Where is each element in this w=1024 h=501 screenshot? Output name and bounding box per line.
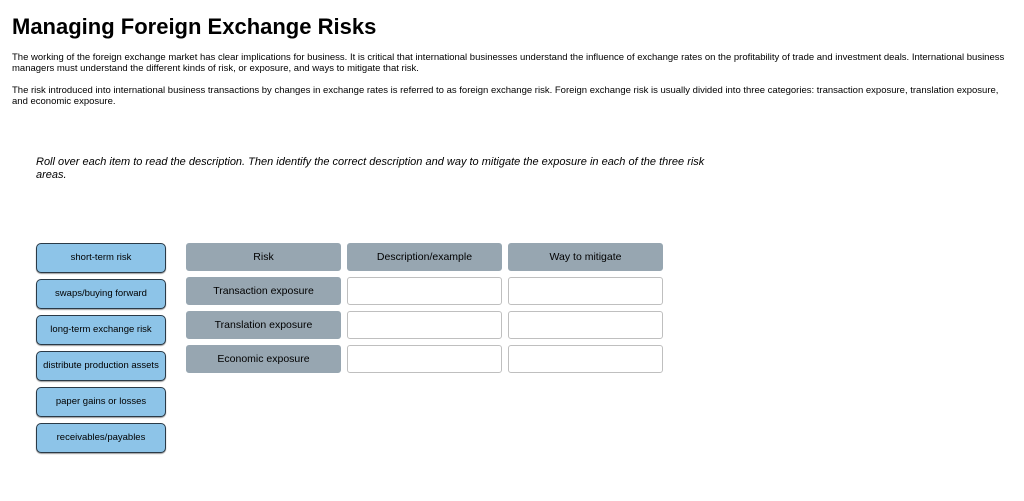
drop-translation-description[interactable] (347, 311, 502, 339)
drag-item-paper-gains-or-losses[interactable]: paper gains or losses (36, 387, 166, 417)
drop-translation-mitigate[interactable] (508, 311, 663, 339)
col-header-description: Description/example (347, 243, 502, 271)
activity-area: short-term risk swaps/buying forward lon… (36, 243, 1012, 453)
table-row: Translation exposure (186, 311, 663, 339)
drag-item-long-term-exchange-risk[interactable]: long-term exchange risk (36, 315, 166, 345)
drag-items-column: short-term risk swaps/buying forward lon… (36, 243, 166, 453)
row-label-transaction: Transaction exposure (186, 277, 341, 305)
page-title: Managing Foreign Exchange Risks (12, 14, 1012, 40)
drop-economic-description[interactable] (347, 345, 502, 373)
intro-paragraph-2: The risk introduced into international b… (12, 85, 1012, 108)
drop-economic-mitigate[interactable] (508, 345, 663, 373)
table-header-row: Risk Description/example Way to mitigate (186, 243, 663, 271)
col-header-risk: Risk (186, 243, 341, 271)
col-header-mitigate: Way to mitigate (508, 243, 663, 271)
drag-item-swaps-buying-forward[interactable]: swaps/buying forward (36, 279, 166, 309)
drag-item-short-term-risk[interactable]: short-term risk (36, 243, 166, 273)
drag-item-receivables-payables[interactable]: receivables/payables (36, 423, 166, 453)
intro-paragraph-1: The working of the foreign exchange mark… (12, 52, 1012, 75)
instructions-text: Roll over each item to read the descript… (36, 156, 716, 184)
table-row: Economic exposure (186, 345, 663, 373)
row-label-economic: Economic exposure (186, 345, 341, 373)
drop-transaction-description[interactable] (347, 277, 502, 305)
drag-item-distribute-production-assets[interactable]: distribute production assets (36, 351, 166, 381)
drop-table: Risk Description/example Way to mitigate… (186, 243, 663, 373)
table-row: Transaction exposure (186, 277, 663, 305)
drop-transaction-mitigate[interactable] (508, 277, 663, 305)
row-label-translation: Translation exposure (186, 311, 341, 339)
